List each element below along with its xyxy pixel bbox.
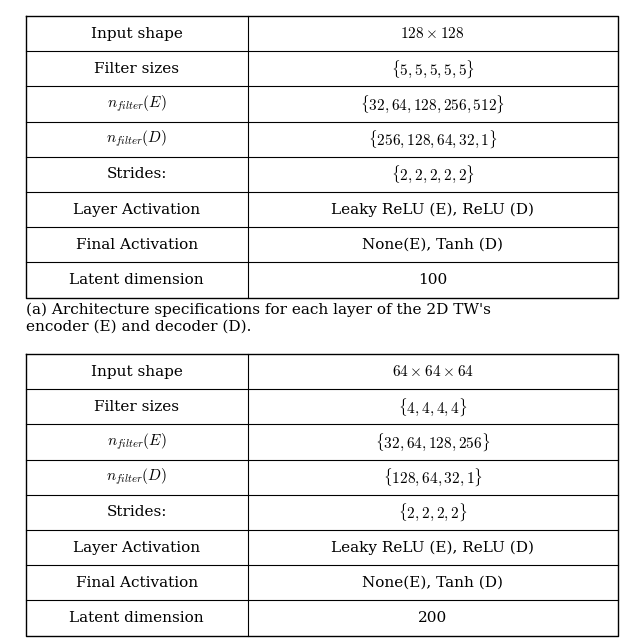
Text: Final Activation: Final Activation (76, 576, 198, 589)
Text: Leaky ReLU (E), ReLU (D): Leaky ReLU (E), ReLU (D) (331, 540, 534, 555)
Text: $128 \times 128$: $128 \times 128$ (401, 26, 465, 41)
Text: (a) Architecture specifications for each layer of the 2D TW's
encoder (E) and de: (a) Architecture specifications for each… (26, 303, 490, 333)
Text: Latent dimension: Latent dimension (69, 611, 204, 625)
Text: $n_{filter}(E)$: $n_{filter}(E)$ (107, 431, 166, 452)
Text: $\{2, 2, 2, 2\}$: $\{2, 2, 2, 2\}$ (398, 502, 467, 523)
Text: Leaky ReLU (E), ReLU (D): Leaky ReLU (E), ReLU (D) (331, 202, 534, 217)
Text: None(E), Tanh (D): None(E), Tanh (D) (362, 576, 503, 589)
Text: $n_{filter}(D)$: $n_{filter}(D)$ (106, 467, 167, 488)
Text: Final Activation: Final Activation (76, 238, 198, 252)
Text: $\{2, 2, 2, 2, 2\}$: $\{2, 2, 2, 2, 2\}$ (390, 164, 475, 185)
Text: $\{5, 5, 5, 5, 5\}$: $\{5, 5, 5, 5, 5\}$ (390, 58, 475, 79)
Text: Layer Activation: Layer Activation (73, 541, 200, 554)
Text: Input shape: Input shape (91, 365, 182, 378)
Text: $\{32, 64, 128, 256\}$: $\{32, 64, 128, 256\}$ (375, 431, 490, 452)
Text: 200: 200 (418, 611, 447, 625)
Text: $\{256, 128, 64, 32, 1\}$: $\{256, 128, 64, 32, 1\}$ (368, 129, 497, 150)
Text: $n_{filter}(D)$: $n_{filter}(D)$ (106, 129, 167, 150)
Text: $\{128, 64, 32, 1\}$: $\{128, 64, 32, 1\}$ (383, 467, 483, 488)
Text: 100: 100 (418, 273, 447, 287)
Text: Strides:: Strides: (106, 506, 167, 519)
Text: None(E), Tanh (D): None(E), Tanh (D) (362, 238, 503, 252)
Text: $64 \times 64 \times 64$: $64 \times 64 \times 64$ (392, 364, 474, 379)
Text: Layer Activation: Layer Activation (73, 203, 200, 216)
Text: $n_{filter}(E)$: $n_{filter}(E)$ (107, 93, 166, 115)
Text: Filter sizes: Filter sizes (94, 62, 179, 76)
Text: Filter sizes: Filter sizes (94, 400, 179, 413)
Text: $\{4, 4, 4, 4\}$: $\{4, 4, 4, 4\}$ (398, 396, 467, 417)
Text: $\{32, 64, 128, 256, 512\}$: $\{32, 64, 128, 256, 512\}$ (360, 93, 505, 115)
Text: Input shape: Input shape (91, 27, 182, 40)
Text: Strides:: Strides: (106, 168, 167, 181)
Text: Latent dimension: Latent dimension (69, 273, 204, 287)
